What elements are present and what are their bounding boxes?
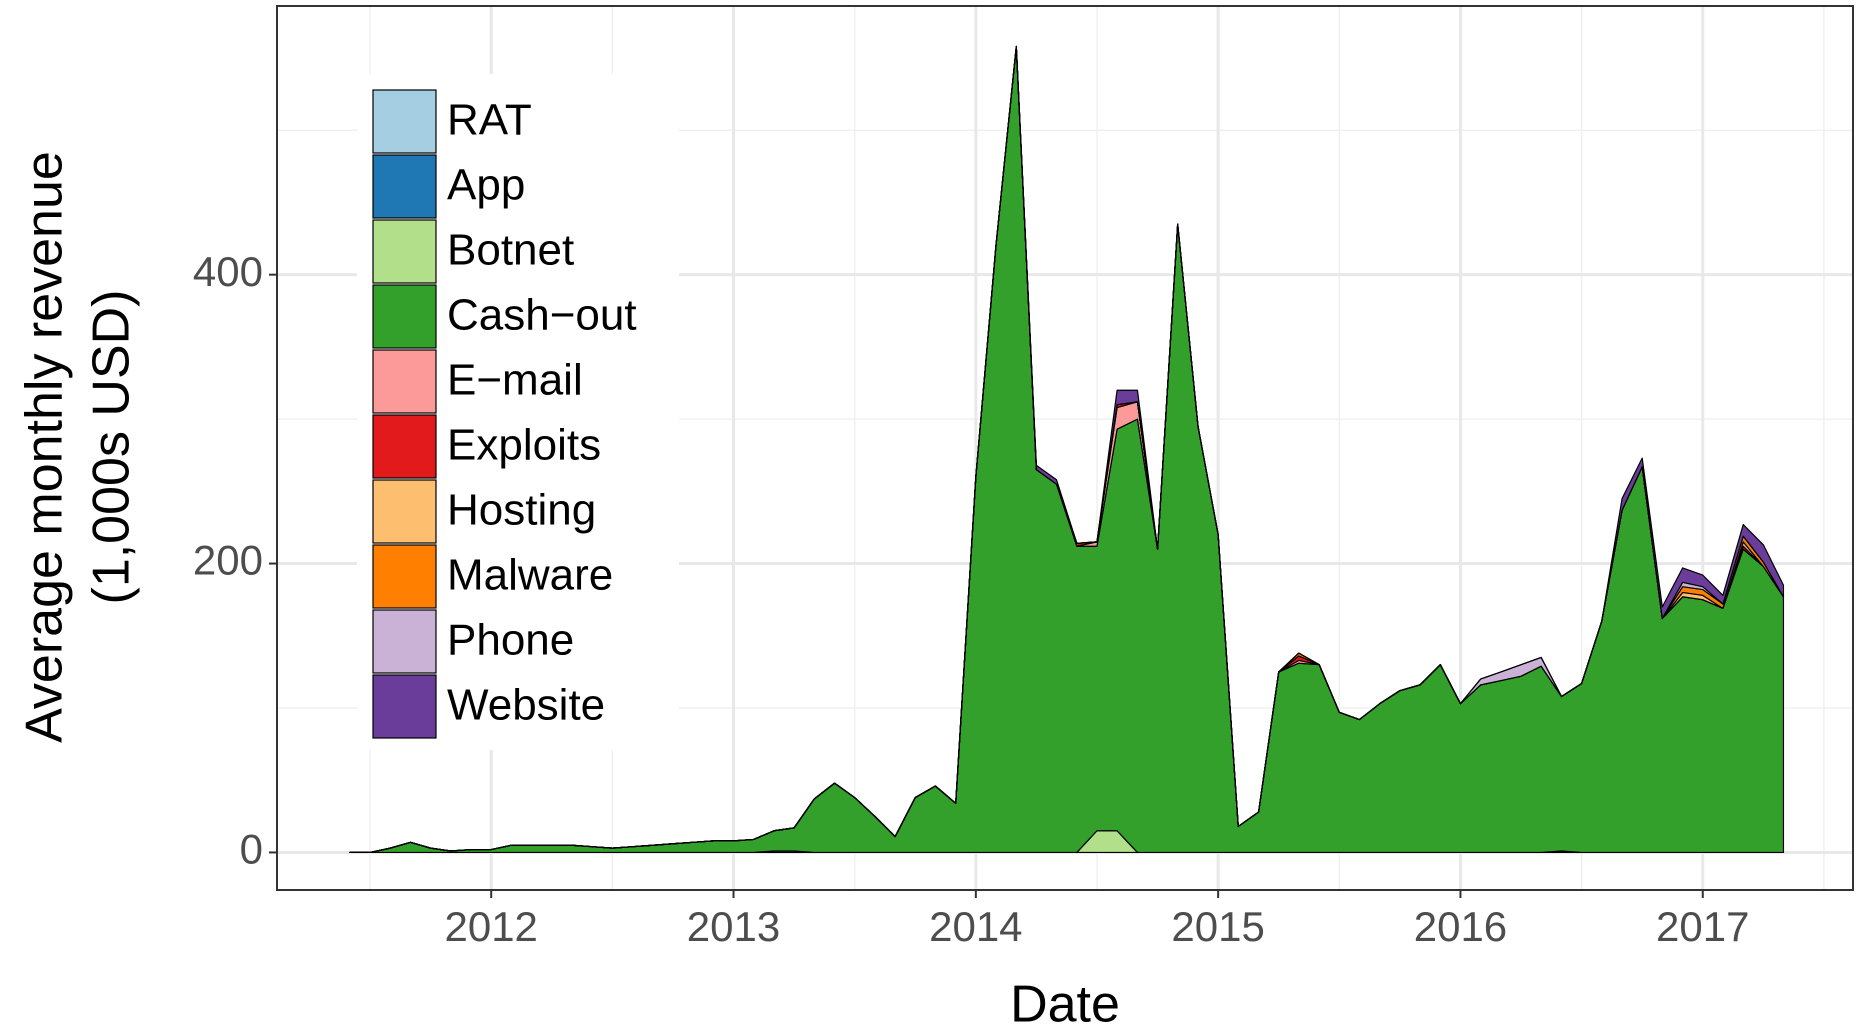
legend-label: E−mail [447,356,583,405]
x-tick-label: 2013 [687,903,780,950]
legend-key [372,284,437,349]
legend-key [372,89,437,154]
legend-key [372,544,437,609]
legend-key [372,479,437,544]
x-tick-label: 2012 [444,903,537,950]
legend-label: Website [447,681,605,730]
y-tick-label: 400 [193,248,263,295]
x-tick-label: 2017 [1656,903,1749,950]
legend-label: Cash−out [447,291,637,340]
legend-key [372,219,437,284]
legend-label: Phone [447,616,574,665]
legend-key [372,609,437,674]
x-tick-label: 2015 [1171,903,1264,950]
legend-label: App [447,161,525,210]
x-tick-label: 2016 [1414,903,1507,950]
y-tick-label: 200 [193,537,263,584]
legend-label: RAT [447,96,532,145]
legend-key [372,674,437,739]
legend-key [372,154,437,219]
legend-label: Malware [447,551,613,600]
x-tick-label: 2014 [929,903,1022,950]
panel-border [276,5,1854,891]
legend-label: Botnet [447,226,574,275]
area [349,45,1785,854]
legend-label: Hosting [447,486,596,535]
y-axis-title: (1,000s USD) [83,290,141,605]
y-axis-title: Average monthly revenue [16,151,74,743]
legend-key [372,349,437,414]
legend-key [372,414,437,479]
x-axis-title: Date [1010,976,1120,1033]
y-tick-label: 0 [240,826,263,873]
legend-label: Exploits [447,421,601,470]
